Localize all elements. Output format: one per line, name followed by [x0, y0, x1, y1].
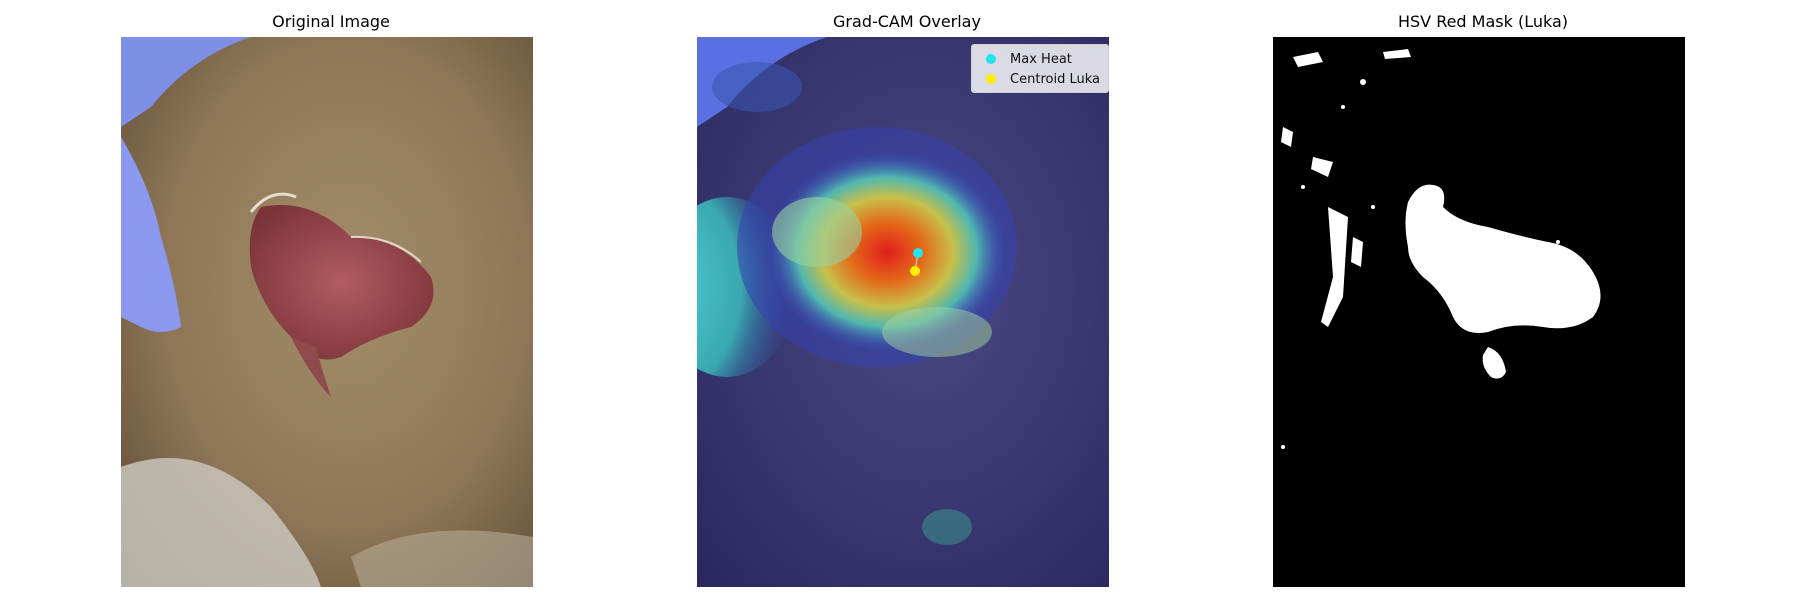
original-image-panel: Original Image [121, 0, 541, 600]
yellow-dot-icon [986, 74, 997, 84]
legend-label: Centroid Luka [1010, 71, 1100, 87]
legend-entry-centroid: Centroid Luka [980, 69, 1100, 89]
legend-label: Max Heat [1010, 51, 1072, 67]
centroid-marker [910, 266, 920, 276]
panel-title: Original Image [272, 12, 390, 31]
cyan-dot-icon [986, 54, 997, 64]
legend: Max Heat Centroid Luka [971, 44, 1109, 93]
legend-entry-max-heat: Max Heat [980, 49, 1100, 69]
original-image [121, 37, 533, 587]
hsv-mask-image [1273, 37, 1685, 587]
gradcam-overlay-panel: Grad-CAM Overlay [697, 0, 1117, 600]
panel-title: HSV Red Mask (Luka) [1397, 12, 1569, 31]
panel-title: Grad-CAM Overlay [833, 12, 981, 31]
hsv-mask-panel: HSV Red Mask (Luka) [1273, 0, 1693, 600]
gradcam-overlay-image [697, 37, 1109, 587]
max-heat-marker [913, 248, 923, 258]
